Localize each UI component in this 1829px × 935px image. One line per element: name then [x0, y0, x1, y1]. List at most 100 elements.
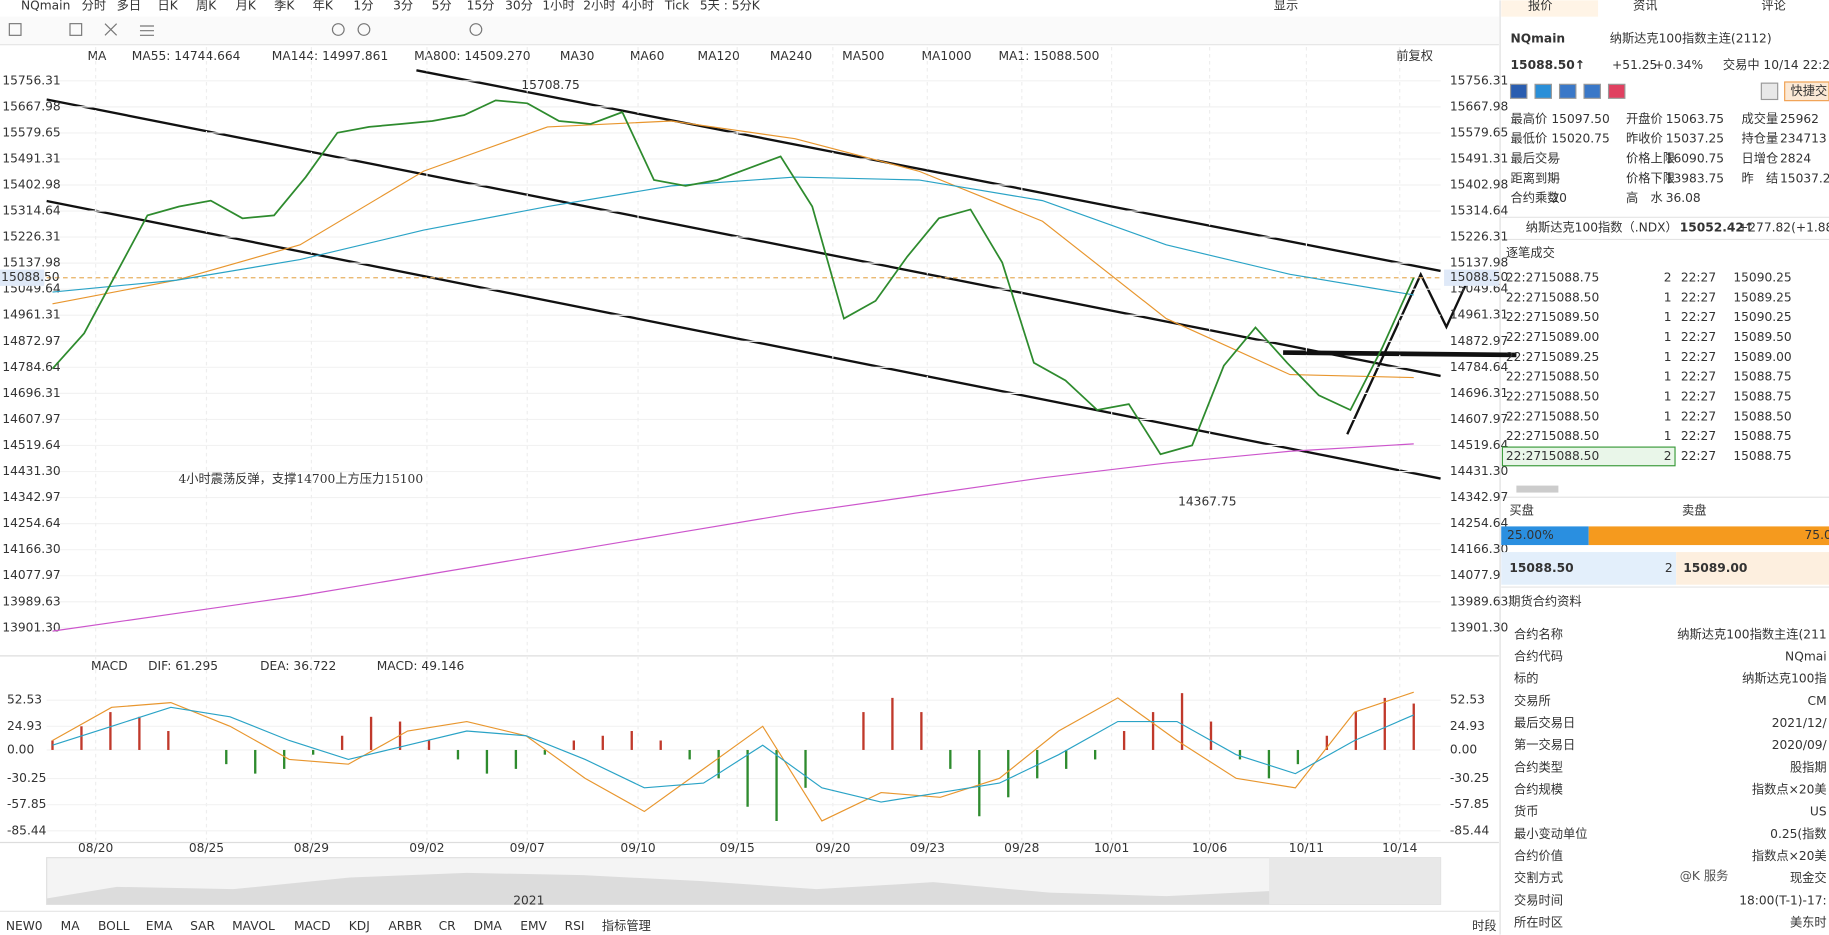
trade-price: 15088.75 [1541, 270, 1599, 284]
panel-status: 交易中 10/14 22:27(美 [1723, 57, 1829, 72]
annotation: 14367.75 [1178, 494, 1236, 508]
indicator-tab[interactable]: SAR [190, 919, 215, 933]
info-value: US [1810, 805, 1827, 819]
indicator-tab[interactable]: BOLL [98, 919, 130, 933]
trade-qty: 1 [1664, 370, 1672, 384]
panel-price: 15088.50↑ [1511, 58, 1586, 72]
ma-legend: MA1000 [921, 49, 971, 63]
ask-bar [1588, 526, 1829, 546]
panel-tab[interactable]: 报价 [1528, 0, 1552, 13]
trade-time: 22:27 [1681, 350, 1716, 364]
indicator-tab[interactable]: RSI [565, 919, 585, 933]
indicator-tab[interactable]: DMA [474, 919, 503, 933]
trend-line [46, 98, 1441, 378]
ma-legend: MA500 [842, 49, 884, 63]
icon [469, 23, 483, 36]
period-tab[interactable]: 5分 [432, 0, 452, 13]
indicator-tab[interactable]: 指标管理 [602, 918, 651, 933]
trade-price: 15088.50 [1541, 389, 1599, 403]
display-menu[interactable]: 显示 [1274, 0, 1298, 13]
period-tab[interactable]: 1小时 [542, 0, 574, 13]
y-tick-label: 14696.31 [1450, 386, 1508, 400]
quick-trade[interactable]: 快捷交 [1791, 83, 1828, 98]
trade-time: 22:27 [1681, 389, 1716, 403]
panel-tab[interactable]: 评论 [1761, 0, 1785, 13]
icon [1583, 83, 1601, 99]
period-tab[interactable]: 5天 : 5分K [700, 0, 761, 13]
trade-time: 22:27 [1506, 310, 1541, 324]
y-tick-label: 15226.31 [2, 230, 60, 244]
field-value: 234713 [1780, 132, 1827, 146]
period-tab[interactable]: 15分 [467, 0, 495, 13]
price-line [51, 99, 1415, 456]
field-label: 距离到期 [1511, 170, 1560, 185]
period-tab[interactable]: 30分 [505, 0, 533, 13]
info-value: 2020/09/ [1772, 738, 1828, 752]
y-tick-label: -30.25 [1450, 771, 1489, 785]
y-tick-label: 14166.30 [1450, 542, 1508, 556]
trade-time: 22:27 [1681, 290, 1716, 304]
adjust-button[interactable]: 前复权 [1396, 48, 1433, 63]
field-label: 最后交易 [1511, 150, 1560, 165]
info-title: 期货合约资料 [1508, 594, 1581, 609]
period-tab[interactable]: 2小时 [583, 0, 615, 13]
info-label: 合约价值 [1514, 848, 1563, 863]
trade-price: 15088.75 [1733, 449, 1791, 463]
indicator-tab[interactable]: NEW0 [6, 919, 43, 933]
period-tab[interactable]: 季K [274, 0, 295, 13]
period-tab[interactable]: 分时 [82, 0, 106, 13]
field-label: 昨收价 [1626, 132, 1663, 146]
scroll-window[interactable] [1269, 857, 1441, 905]
field-label: 高 水 [1626, 190, 1663, 205]
indicator-tab[interactable]: ARBR [388, 919, 422, 933]
y-tick-label: 15402.98 [1450, 178, 1508, 192]
trade-price: 15089.25 [1541, 350, 1599, 364]
y-tick-label: 52.53 [7, 693, 42, 707]
y-tick-label: 13989.63 [1450, 594, 1508, 608]
y-tick-label: 14166.30 [2, 542, 60, 556]
period-tab[interactable]: 4小时 [622, 0, 654, 13]
y-tick-label: 14431.30 [2, 464, 60, 478]
panel-tab[interactable]: 资讯 [1633, 0, 1657, 13]
icon[interactable] [1760, 82, 1779, 101]
date-label: 08/29 [294, 841, 329, 855]
icon [1607, 83, 1626, 99]
indicator-tab[interactable]: MAVOL [232, 919, 275, 933]
indicator-tab[interactable]: MA [61, 919, 81, 933]
scroll-thumb[interactable] [1516, 485, 1559, 493]
trade-qty: 1 [1664, 290, 1672, 304]
dea-line [52, 706, 1414, 803]
trade-qty: 1 [1664, 310, 1672, 324]
indicator-tab[interactable]: EMA [146, 919, 173, 933]
ma-line [52, 120, 1414, 379]
indicator-tab[interactable]: MACD [294, 919, 331, 933]
period-tab[interactable]: Tick [664, 0, 690, 13]
period-tab[interactable]: 日K [157, 0, 178, 13]
icon [69, 23, 83, 36]
field-label: 价格下限 [1626, 170, 1675, 185]
index-price: 15052.42↑ [1680, 220, 1755, 234]
indicator-tab[interactable]: KDJ [349, 919, 370, 933]
icon [104, 23, 118, 36]
y-tick-label: -30.25 [7, 771, 46, 785]
field-value: 25962 [1780, 112, 1819, 126]
indicator-tab[interactable]: EMV [520, 919, 547, 933]
period-tab[interactable]: 3分 [393, 0, 413, 13]
info-value: NQmai [1785, 650, 1827, 664]
period-tab[interactable]: 月K [236, 0, 257, 13]
bid-box [1501, 552, 1677, 585]
ma-line [52, 443, 1414, 632]
trade-time: 22:27 [1506, 290, 1541, 304]
trade-time: 22:27 [1506, 270, 1541, 284]
indicator-tab[interactable]: CR [439, 919, 457, 933]
toolbar-icons [0, 16, 1499, 45]
watermark: @K 服务 [1680, 868, 1729, 883]
y-tick-label: -57.85 [1450, 797, 1489, 811]
period-tab[interactable]: 多日 [117, 0, 141, 13]
session-tab[interactable]: 时段 [1472, 918, 1496, 933]
support-line [1283, 350, 1517, 358]
y-tick-label: 14431.30 [1450, 464, 1508, 478]
period-tab[interactable]: 周K [196, 0, 217, 13]
period-tab[interactable]: 1分 [353, 0, 373, 13]
period-tab[interactable]: 年K [313, 0, 334, 13]
